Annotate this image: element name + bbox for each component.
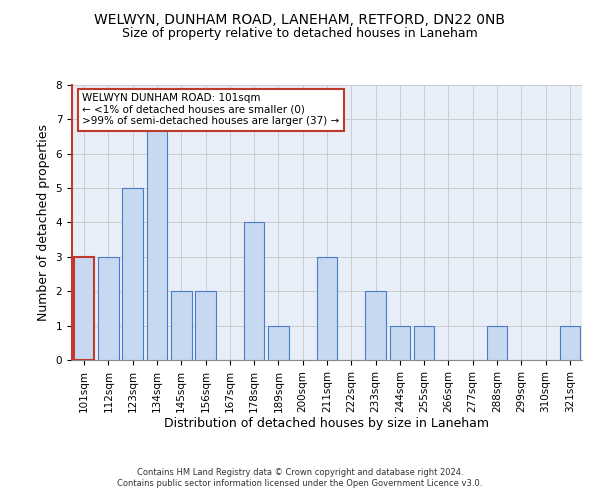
Bar bbox=[146, 120, 167, 360]
Bar bbox=[98, 257, 119, 360]
Bar bbox=[171, 291, 191, 360]
Text: WELWYN DUNHAM ROAD: 101sqm
← <1% of detached houses are smaller (0)
>99% of semi: WELWYN DUNHAM ROAD: 101sqm ← <1% of deta… bbox=[82, 93, 340, 126]
Text: WELWYN, DUNHAM ROAD, LANEHAM, RETFORD, DN22 0NB: WELWYN, DUNHAM ROAD, LANEHAM, RETFORD, D… bbox=[95, 12, 505, 26]
Bar bbox=[195, 291, 216, 360]
Text: Contains HM Land Registry data © Crown copyright and database right 2024.
Contai: Contains HM Land Registry data © Crown c… bbox=[118, 468, 482, 487]
X-axis label: Distribution of detached houses by size in Laneham: Distribution of detached houses by size … bbox=[164, 418, 490, 430]
Bar bbox=[122, 188, 143, 360]
Bar bbox=[389, 326, 410, 360]
Text: Size of property relative to detached houses in Laneham: Size of property relative to detached ho… bbox=[122, 28, 478, 40]
Bar bbox=[268, 326, 289, 360]
Bar bbox=[414, 326, 434, 360]
Bar bbox=[560, 326, 580, 360]
Bar bbox=[365, 291, 386, 360]
Bar bbox=[487, 326, 508, 360]
Bar bbox=[74, 257, 94, 360]
Bar bbox=[244, 222, 265, 360]
Y-axis label: Number of detached properties: Number of detached properties bbox=[37, 124, 50, 321]
Bar bbox=[317, 257, 337, 360]
